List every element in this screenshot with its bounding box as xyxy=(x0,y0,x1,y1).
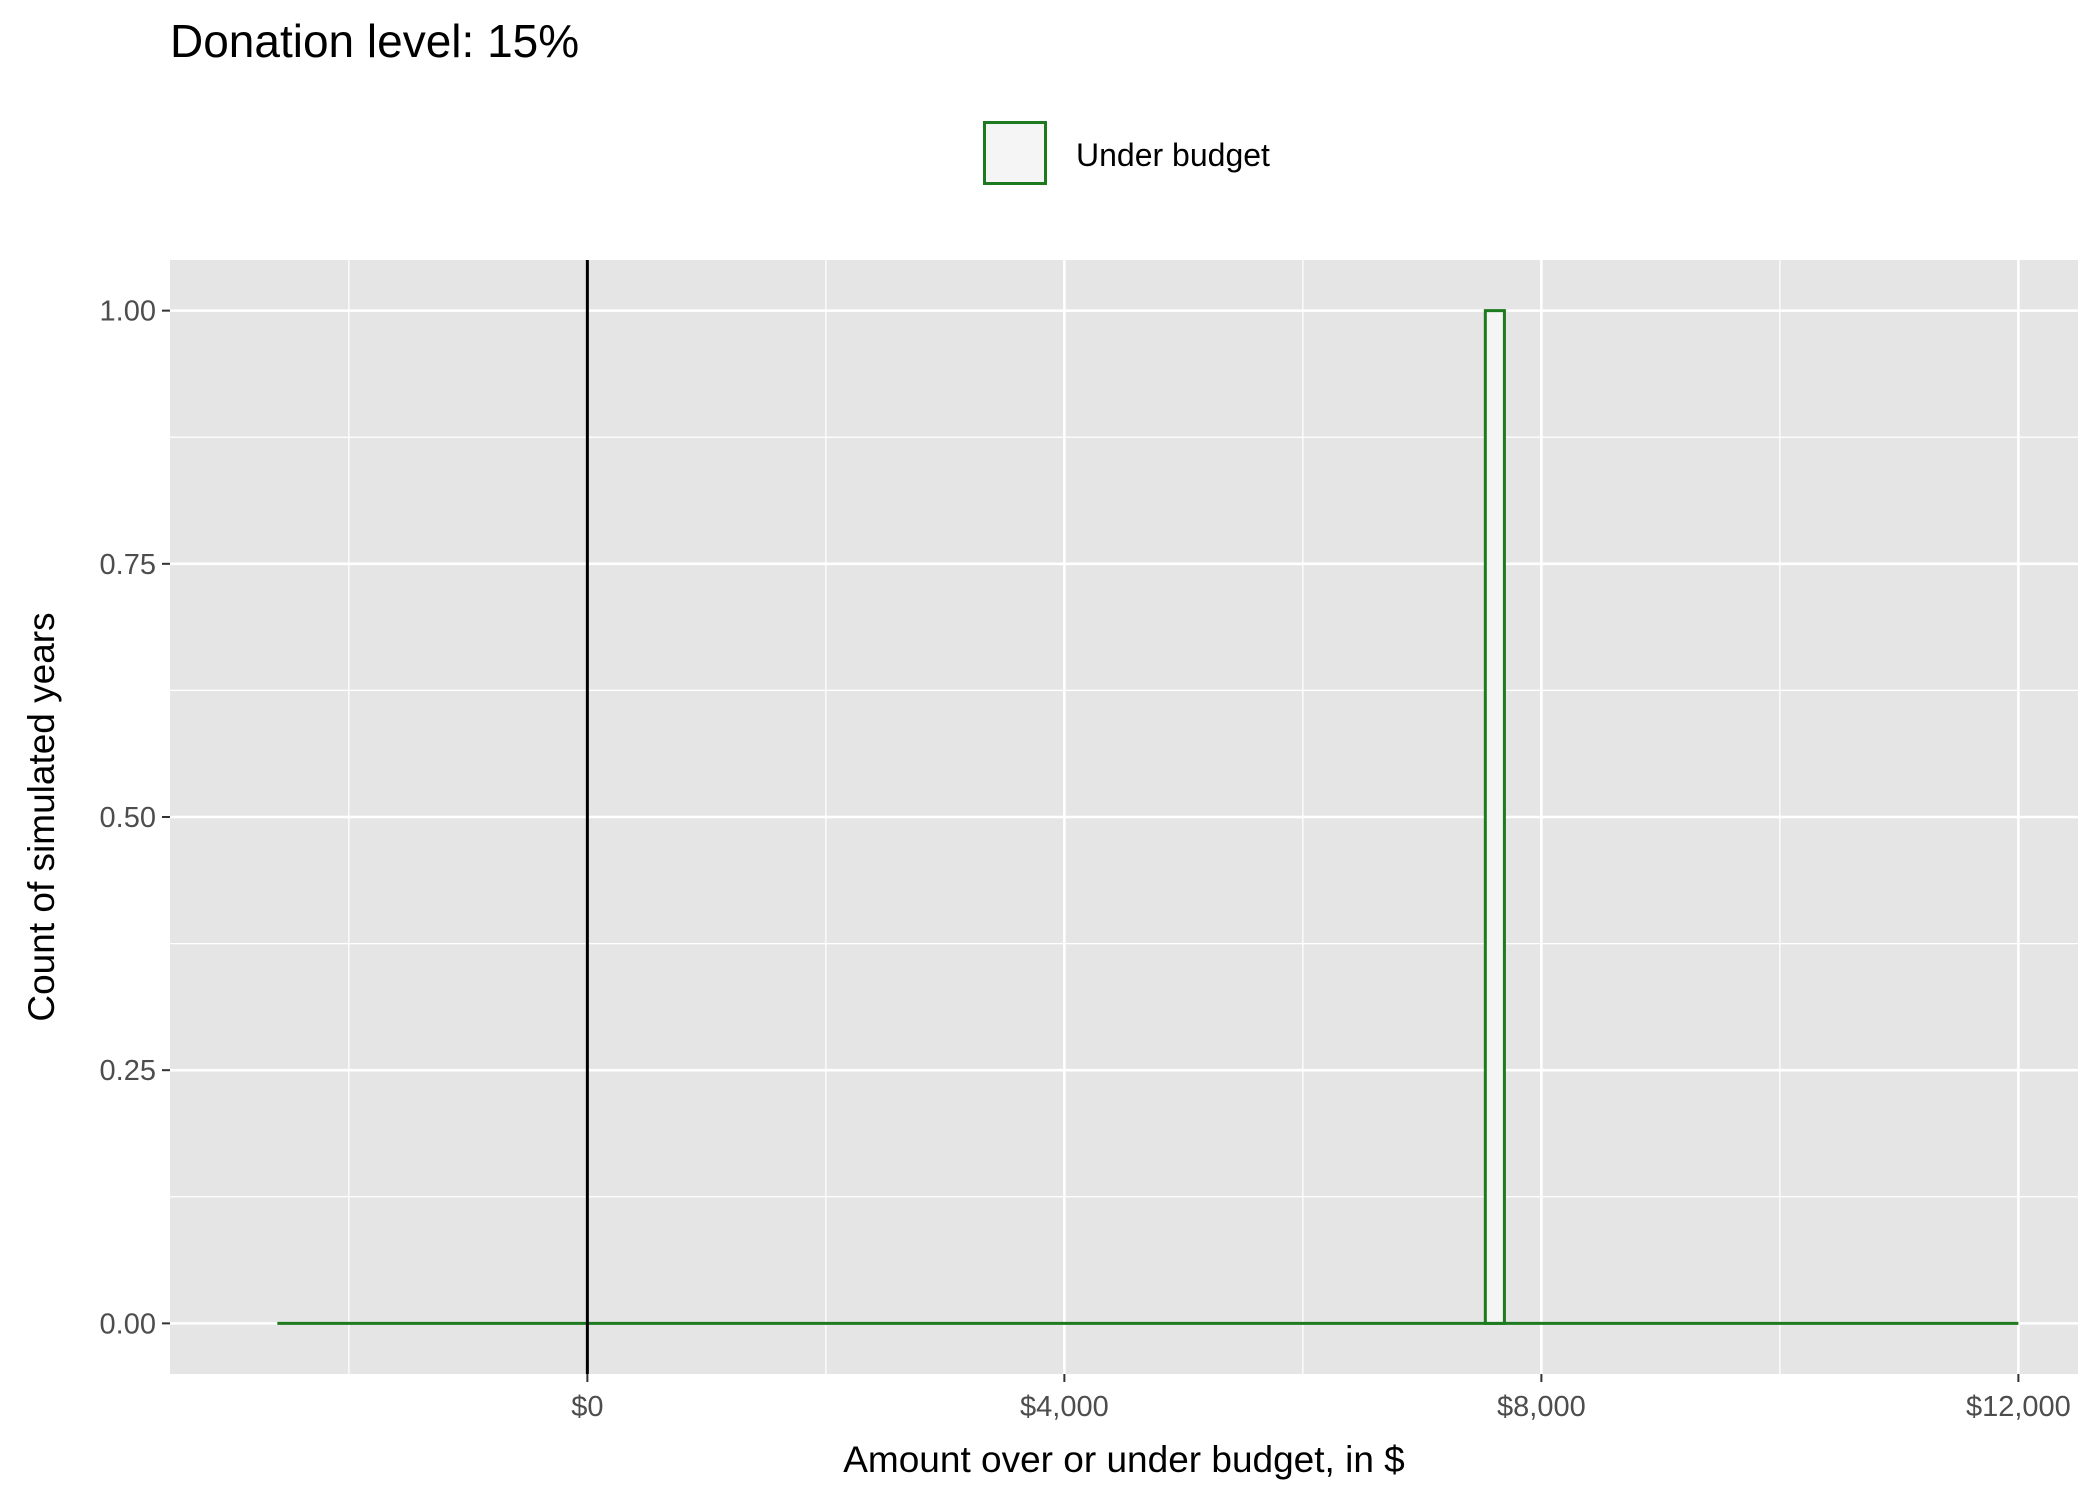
x-tick-label: $0 xyxy=(571,1391,603,1423)
y-tick-label: 0.00 xyxy=(100,1308,156,1340)
x-tick-label: $8,000 xyxy=(1497,1391,1586,1423)
y-tick-label: 0.25 xyxy=(100,1055,156,1087)
chart-title: Donation level: 15% xyxy=(170,15,580,67)
x-axis-title: Amount over or under budget, in $ xyxy=(843,1439,1405,1480)
x-tick-label: $4,000 xyxy=(1020,1391,1109,1423)
legend-label-under-budget: Under budget xyxy=(1076,137,1270,173)
legend-key-under-budget xyxy=(983,121,1047,185)
y-tick-label: 0.75 xyxy=(100,549,156,581)
y-tick-label: 0.50 xyxy=(100,802,156,834)
data-marks xyxy=(277,260,2019,1374)
y-tick-label: 1.00 xyxy=(100,296,156,328)
x-tick-label: $12,000 xyxy=(1966,1391,2071,1423)
axes: $0 $4,000 $8,000 $12,000 0.00 0.25 0.50 0.75 1.0… xyxy=(100,296,2071,1423)
y-axis-title: Count of simulated years xyxy=(21,612,62,1021)
histogram-bar xyxy=(1483,309,1506,1325)
